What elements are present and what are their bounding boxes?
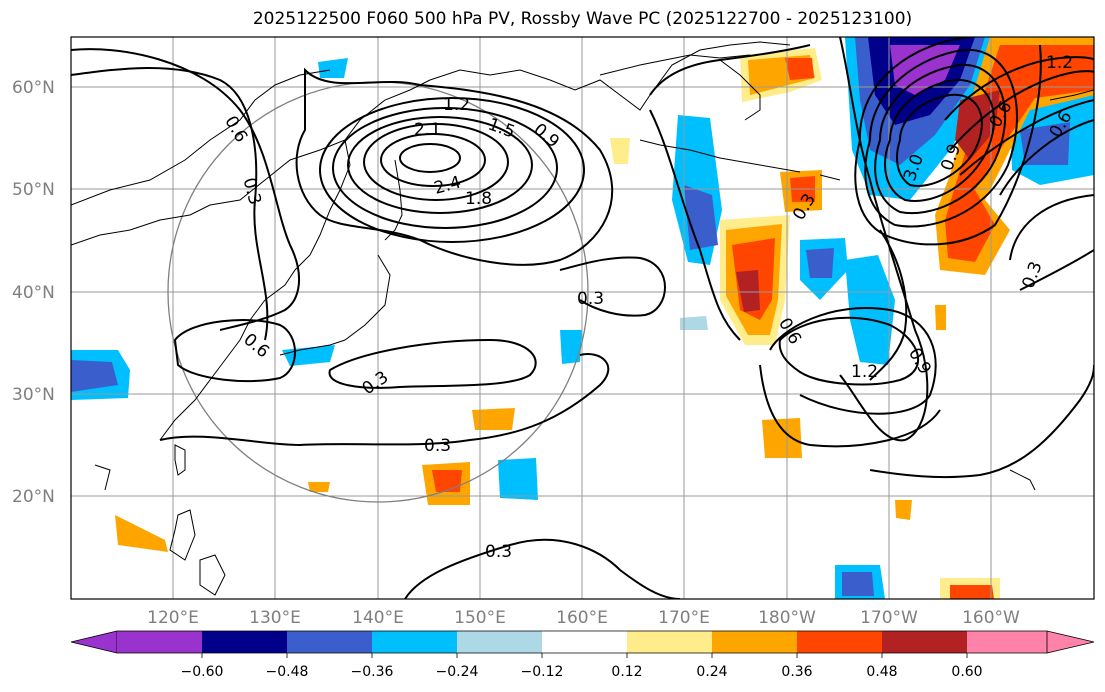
colorbar-segment bbox=[627, 631, 712, 653]
pv-contours bbox=[71, 37, 1094, 599]
latitude-label: 20°N bbox=[12, 487, 55, 507]
colorbar-segment bbox=[287, 631, 372, 653]
negative-anomaly-patch bbox=[680, 316, 708, 330]
positive-anomaly-patch bbox=[736, 270, 760, 312]
longitude-label: 180°W bbox=[758, 608, 816, 628]
longitude-label: 120°E bbox=[147, 608, 199, 628]
latitude-label: 50°N bbox=[12, 180, 55, 200]
longitude-label: 160°W bbox=[962, 608, 1020, 628]
latitude-label: 40°N bbox=[12, 283, 55, 303]
map-frame bbox=[70, 36, 1095, 600]
colorbar-segment bbox=[457, 631, 542, 653]
positive-anomaly-patch bbox=[955, 90, 1000, 160]
colorbar-segment bbox=[797, 631, 882, 653]
longitude-label: 160°E bbox=[556, 608, 608, 628]
latitude-label: 60°N bbox=[12, 78, 55, 98]
negative-anomaly-patch bbox=[845, 255, 895, 365]
positive-anomaly-patch bbox=[762, 418, 802, 458]
negative-anomaly-patch bbox=[71, 360, 118, 392]
colorbar-segment bbox=[70, 630, 118, 654]
colorbar-segment bbox=[712, 631, 797, 653]
contour-label: 0.3 bbox=[485, 542, 512, 562]
colorbar-tick-label: −0.48 bbox=[266, 664, 309, 680]
longitude-label: 140°E bbox=[352, 608, 404, 628]
negative-anomaly-patch bbox=[806, 248, 834, 278]
colorbar-tick-label: 0.12 bbox=[611, 664, 642, 680]
longitude-label: 170°E bbox=[658, 608, 710, 628]
longitude-label: 170°W bbox=[860, 608, 918, 628]
colorbar-tick-label: −0.24 bbox=[436, 664, 479, 680]
colorbar: −0.60 −0.48 −0.36 −0.24 −0.12 0.12 0.24 … bbox=[70, 630, 1095, 680]
negative-anomaly-patch bbox=[684, 185, 718, 250]
colorbar-segment bbox=[542, 631, 627, 653]
contour-label: 1.2 bbox=[1046, 53, 1073, 73]
colorbar-segment bbox=[882, 631, 967, 653]
negative-anomaly-patch bbox=[318, 58, 348, 78]
contour-label: 0.3 bbox=[424, 436, 451, 456]
map-title: 2025122500 F060 500 hPa PV, Rossby Wave … bbox=[252, 9, 913, 29]
contour-label: 1.2 bbox=[443, 95, 470, 115]
colorbar-tick-label: 0.24 bbox=[696, 664, 727, 680]
contour-label: 0.3 bbox=[577, 289, 604, 309]
negative-anomaly-patch bbox=[842, 572, 874, 596]
longitude-label: 150°E bbox=[454, 608, 506, 628]
positive-anomaly-patch bbox=[785, 58, 814, 80]
colorbar-tick-label: −0.36 bbox=[351, 664, 394, 680]
positive-anomaly-patch bbox=[432, 470, 462, 492]
positive-anomaly-patch bbox=[472, 408, 515, 430]
longitude-labels: 120°E 130°E 140°E 150°E 160°E 170°E 180°… bbox=[147, 608, 1020, 628]
positive-anomaly-patch bbox=[610, 138, 630, 164]
colorbar-segment bbox=[967, 631, 1047, 653]
colorbar-segment bbox=[202, 631, 287, 653]
positive-anomaly-patch bbox=[115, 515, 168, 552]
colorbar-tick-label: 0.48 bbox=[866, 664, 897, 680]
contour-label: 1.8 bbox=[465, 189, 492, 209]
negative-anomaly-patch bbox=[560, 330, 582, 364]
colorbar-segment bbox=[1046, 630, 1095, 654]
colorbar-tick-label: 0.60 bbox=[951, 664, 982, 680]
positive-anomaly-patch bbox=[895, 500, 912, 520]
colorbar-segment bbox=[117, 631, 202, 653]
colorbar-tick-label: 0.36 bbox=[781, 664, 812, 680]
positive-anomaly-patch bbox=[950, 585, 994, 599]
contour-label: 2.1 bbox=[414, 120, 441, 140]
positive-anomaly-patch bbox=[308, 482, 330, 492]
contour-label: 1.2 bbox=[851, 362, 878, 382]
colorbar-segment bbox=[372, 631, 457, 653]
latitude-label: 30°N bbox=[12, 385, 55, 405]
colorbar-tick-label: −0.12 bbox=[521, 664, 564, 680]
colorbar-tick-label: −0.60 bbox=[181, 664, 224, 680]
longitude-label: 130°E bbox=[249, 608, 301, 628]
anomaly-shading bbox=[71, 37, 1094, 599]
negative-anomaly-patch bbox=[498, 458, 538, 500]
latitude-labels: 60°N 50°N 40°N 30°N 20°N bbox=[12, 78, 55, 507]
positive-anomaly-patch bbox=[935, 305, 946, 330]
